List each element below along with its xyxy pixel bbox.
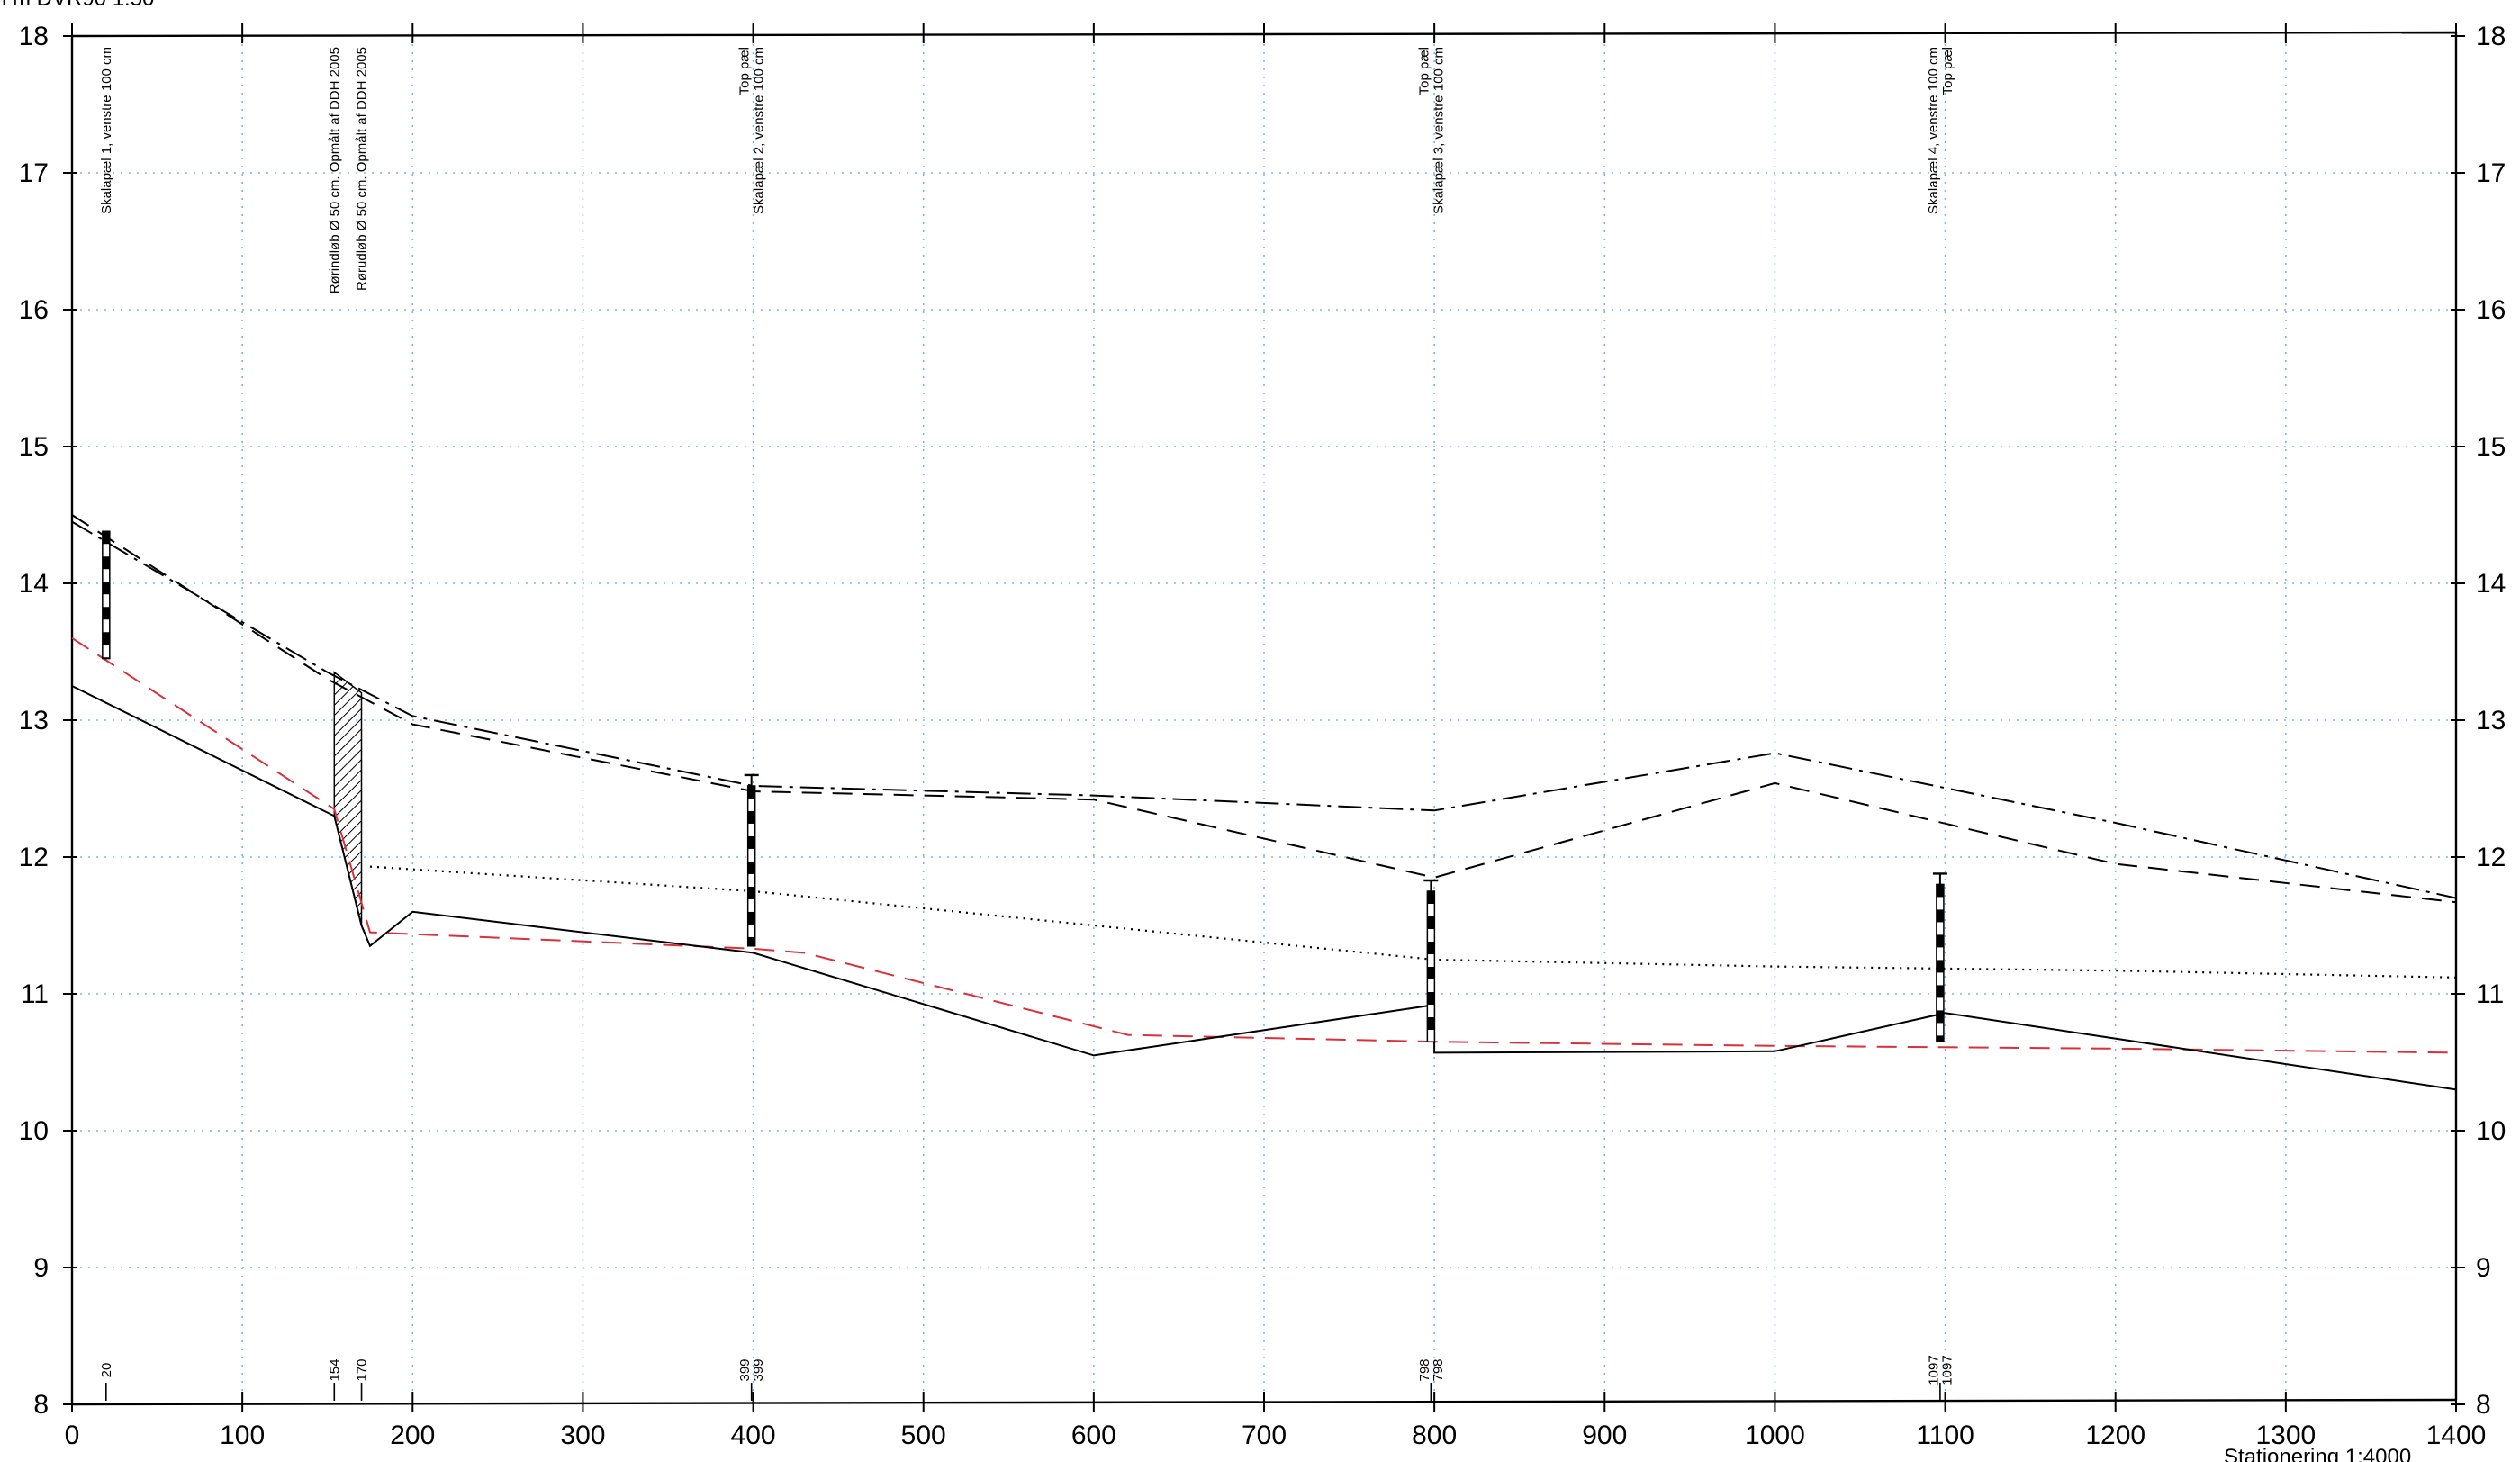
- annotation-label-6: Skalapæl 4, venstre 100 cm: [1926, 47, 1941, 214]
- x-tick-label: 800: [1412, 1421, 1457, 1450]
- x-tick-label: 300: [560, 1421, 605, 1450]
- chainage-label-6: 1097: [1926, 1355, 1941, 1385]
- x-tick-label: 100: [220, 1421, 265, 1450]
- chainage-label-6: 1097: [1939, 1355, 1955, 1385]
- y-tick-label-right: 17: [2476, 158, 2506, 188]
- series-line-5: [71, 685, 2457, 1091]
- stake-segment: [1427, 1017, 1435, 1030]
- x-tick-label: 1300: [2255, 1421, 2316, 1450]
- chainage-label-3: 170: [355, 1358, 370, 1381]
- stake-segment: [1427, 916, 1435, 929]
- stake-segment: [1427, 942, 1435, 954]
- stake-segment: [102, 556, 110, 570]
- annotation-label-1: Skalapæl 1, venstre 100 cm: [99, 47, 114, 214]
- y-tick-label-left: 14: [19, 569, 49, 599]
- y-tick-label-right: 10: [2476, 1116, 2506, 1146]
- annotation-label-3: Rørudløb Ø 50 cm. Opmålt af DDH 2005: [355, 47, 370, 291]
- x-tick-label: 1100: [1916, 1421, 1974, 1450]
- y-tick-label-right: 8: [2476, 1390, 2491, 1420]
- x-tick-label: 200: [390, 1421, 435, 1450]
- annotation-label-6: Top pæl: [1940, 47, 1955, 95]
- stake-segment: [747, 785, 755, 799]
- y-tick-label-left: 18: [19, 22, 49, 51]
- x-tick-label: 900: [1582, 1421, 1627, 1450]
- y-tick-label-left: 13: [19, 706, 49, 736]
- chainage-label-4: 399: [737, 1358, 753, 1381]
- chainage-label-5: 798: [1417, 1358, 1432, 1381]
- chainage-label-5: 798: [1431, 1358, 1446, 1381]
- y-tick-label-left: 12: [19, 843, 49, 872]
- x-tick-label: 0: [65, 1421, 80, 1450]
- annotation-label-4: Top pæl: [737, 47, 753, 95]
- y-tick-label-right: 13: [2476, 706, 2506, 736]
- y-tick-label-left: 15: [19, 432, 49, 462]
- series-line-1: [71, 520, 2457, 899]
- stake-segment: [102, 632, 110, 645]
- stake-segment: [747, 936, 755, 946]
- y-tick-label-left: 17: [19, 158, 49, 188]
- x-tick-label: 500: [901, 1421, 946, 1450]
- stake-segment: [1936, 909, 1944, 923]
- stake-segment: [1936, 985, 1944, 998]
- chainage-label-4: 399: [751, 1358, 766, 1381]
- y-tick-label-right: 11: [2476, 979, 2504, 1009]
- x-tick-label: 700: [1242, 1421, 1287, 1450]
- y-tick-label-right: 16: [2476, 295, 2506, 325]
- y-tick-label-left: 8: [33, 1390, 49, 1420]
- x-tick-label: 1400: [2426, 1421, 2487, 1450]
- annotation-label-4: Skalapæl 2, venstre 100 cm: [752, 47, 767, 214]
- x-tick-label: 1200: [2085, 1421, 2145, 1450]
- stake-segment: [747, 886, 755, 899]
- stake-segment: [1936, 934, 1944, 948]
- stakes-group: [102, 530, 1947, 1042]
- stake-segment: [102, 582, 110, 595]
- y-tick-label-right: 12: [2476, 843, 2506, 872]
- y-tick-label-left: 9: [33, 1253, 49, 1283]
- stake-segment: [102, 607, 110, 620]
- annotation-label-2: Rørindløb Ø 50 cm. Opmålt af DDH 2005: [327, 47, 342, 293]
- stake-segment: [747, 911, 755, 925]
- y-tick-label-right: 14: [2476, 569, 2506, 599]
- stake-segment: [1936, 884, 1944, 898]
- y-tick-label-right: 15: [2476, 432, 2506, 462]
- stake-segment: [747, 861, 755, 874]
- stake-segment: [1936, 1035, 1944, 1042]
- chainage-label-1: 20: [99, 1363, 114, 1378]
- annotations-group: Skalapæl 1, venstre 100 cm Rørindløb Ø 50…: [99, 47, 1955, 293]
- grid: [72, 36, 2456, 1404]
- stake-segment: [1427, 992, 1435, 1005]
- y-tick-label-left: 10: [19, 1116, 49, 1146]
- stake-segment: [1936, 960, 1944, 973]
- x-tick-label: 400: [731, 1421, 776, 1450]
- y-tick-label-right: 9: [2476, 1253, 2491, 1283]
- x-tick-label: 1000: [1745, 1421, 1805, 1450]
- footer-text: Stationering 1:4000: [2224, 1445, 2411, 1462]
- header-text: i m DVR90 1:50: [2, 0, 154, 11]
- stake-segment: [102, 657, 110, 659]
- y-tick-label-right: 18: [2476, 22, 2506, 51]
- series-line-2: [71, 514, 2457, 904]
- annotation-label-5: Top pæl: [1416, 47, 1432, 95]
- stake-segment: [102, 531, 110, 545]
- stake-segment: [1936, 1010, 1944, 1024]
- stake-segment: [747, 810, 755, 824]
- stake-segment: [747, 835, 755, 849]
- axes: 0 100 200 300 400 500 600 700 800 900 1000 1100 1200…: [19, 22, 2506, 1450]
- stake-segment: [1427, 967, 1435, 979]
- stake-segment: [1427, 891, 1435, 904]
- annotation-label-5: Skalapæl 3, venstre 100 cm: [1431, 47, 1446, 214]
- chainage-label-2: 154: [327, 1358, 342, 1381]
- y-tick-label-left: 16: [19, 295, 49, 325]
- x-tick-label: 600: [1071, 1421, 1116, 1450]
- series-line-4: [71, 636, 2457, 1054]
- y-tick-label-left: 11: [21, 979, 49, 1009]
- series-group: [71, 514, 2457, 1091]
